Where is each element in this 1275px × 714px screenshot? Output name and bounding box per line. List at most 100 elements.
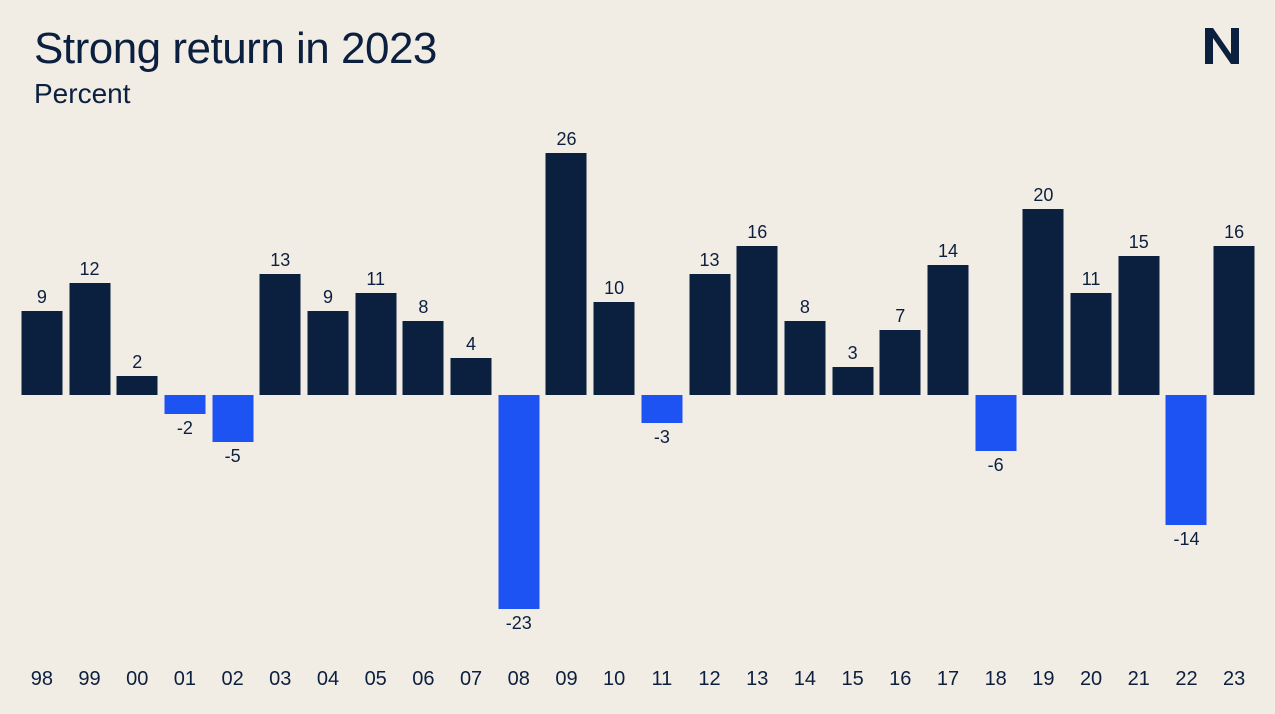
bar-slot: 9 bbox=[304, 140, 352, 650]
bar-slot: 16 bbox=[1210, 140, 1258, 650]
bar-slot: 10 bbox=[590, 140, 638, 650]
bar-slot: -3 bbox=[638, 140, 686, 650]
bar-value-label: 3 bbox=[848, 343, 858, 364]
x-axis-label: 18 bbox=[985, 668, 1007, 691]
bar-value-label: 16 bbox=[1224, 222, 1244, 243]
x-axis-label: 14 bbox=[794, 668, 816, 691]
bar-slot: -2 bbox=[161, 140, 209, 650]
bar-slot: 13 bbox=[686, 140, 734, 650]
bar-slot: 15 bbox=[1115, 140, 1163, 650]
bar-slot: 11 bbox=[1067, 140, 1115, 650]
bar-value-label: 8 bbox=[800, 297, 810, 318]
bar-value-label: 13 bbox=[700, 250, 720, 271]
bar bbox=[403, 321, 444, 395]
bar-value-label: 8 bbox=[418, 297, 428, 318]
bar-slot: -6 bbox=[972, 140, 1020, 650]
bar bbox=[307, 311, 348, 395]
x-axis-label: 98 bbox=[31, 668, 53, 691]
bar bbox=[641, 395, 682, 423]
bar bbox=[212, 395, 253, 442]
bar bbox=[737, 246, 778, 395]
x-axis-label: 22 bbox=[1175, 668, 1197, 691]
bar-value-label: -3 bbox=[654, 427, 670, 448]
bar-slot: 14 bbox=[924, 140, 972, 650]
x-axis-label: 06 bbox=[412, 668, 434, 691]
bar bbox=[1071, 293, 1112, 395]
bar-value-label: 2 bbox=[132, 352, 142, 373]
x-axis-label: 16 bbox=[889, 668, 911, 691]
bar-value-label: 4 bbox=[466, 334, 476, 355]
x-axis-label: 03 bbox=[269, 668, 291, 691]
bar bbox=[927, 265, 968, 395]
bar-value-label: -14 bbox=[1173, 529, 1199, 550]
bar-value-label: 11 bbox=[366, 269, 385, 290]
bar bbox=[1214, 246, 1255, 395]
bar bbox=[784, 321, 825, 395]
chart-subtitle: Percent bbox=[34, 78, 131, 110]
x-axis-label: 99 bbox=[78, 668, 100, 691]
bar-value-label: -5 bbox=[225, 446, 241, 467]
bar-slot: 2 bbox=[113, 140, 161, 650]
x-axis-label: 23 bbox=[1223, 668, 1245, 691]
bar bbox=[355, 293, 396, 395]
bar bbox=[117, 376, 158, 395]
bar-slot: -14 bbox=[1163, 140, 1211, 650]
x-axis-label: 17 bbox=[937, 668, 959, 691]
x-axis-label: 21 bbox=[1128, 668, 1150, 691]
bar-value-label: 15 bbox=[1129, 232, 1149, 253]
x-axis-label: 20 bbox=[1080, 668, 1102, 691]
x-axis-labels: 9899000102030405060708091011121314151617… bbox=[18, 668, 1258, 698]
x-axis-label: 00 bbox=[126, 668, 148, 691]
bar-value-label: 12 bbox=[80, 259, 100, 280]
chart-title: Strong return in 2023 bbox=[34, 24, 437, 74]
x-axis-label: 01 bbox=[174, 668, 196, 691]
bar bbox=[689, 274, 730, 395]
bar-slot: 4 bbox=[447, 140, 495, 650]
brand-logo bbox=[1201, 26, 1241, 66]
bar-value-label: 9 bbox=[323, 287, 333, 308]
bar-value-label: 13 bbox=[270, 250, 290, 271]
bar-value-label: 14 bbox=[938, 241, 958, 262]
bar-slot: 8 bbox=[781, 140, 829, 650]
bar bbox=[832, 367, 873, 395]
bar-slot: 12 bbox=[66, 140, 114, 650]
bar bbox=[1023, 209, 1064, 395]
x-axis-label: 12 bbox=[698, 668, 720, 691]
x-axis-label: 11 bbox=[651, 668, 672, 691]
bar-slot: -23 bbox=[495, 140, 543, 650]
bar-slot: 26 bbox=[543, 140, 591, 650]
bar bbox=[975, 395, 1016, 451]
x-axis-label: 09 bbox=[555, 668, 577, 691]
bar-slot: 7 bbox=[876, 140, 924, 650]
bar-slot: 8 bbox=[400, 140, 448, 650]
bar bbox=[260, 274, 301, 395]
bar-value-label: -2 bbox=[177, 418, 193, 439]
bar bbox=[546, 153, 587, 395]
bar-value-label: 7 bbox=[895, 306, 905, 327]
bar-slot: 16 bbox=[733, 140, 781, 650]
bar-value-label: 20 bbox=[1033, 185, 1053, 206]
x-axis-label: 05 bbox=[365, 668, 387, 691]
bar bbox=[498, 395, 539, 609]
bar bbox=[164, 395, 205, 414]
bar-value-label: 16 bbox=[747, 222, 767, 243]
x-axis-label: 15 bbox=[841, 668, 863, 691]
bar-value-label: 9 bbox=[37, 287, 47, 308]
bar bbox=[451, 358, 492, 395]
returns-bar-chart: 9 12 2 -2 -5 13 9 11 8 4 -232610 -3 13 16 8 3 7 14 -6 20 11 1… bbox=[18, 140, 1258, 650]
x-axis-label: 13 bbox=[746, 668, 768, 691]
bar-slot: -5 bbox=[209, 140, 257, 650]
x-axis-label: 10 bbox=[603, 668, 625, 691]
x-axis-label: 02 bbox=[221, 668, 243, 691]
bar bbox=[880, 330, 921, 395]
bar bbox=[1118, 256, 1159, 396]
x-axis-label: 04 bbox=[317, 668, 339, 691]
bar bbox=[594, 302, 635, 395]
bar bbox=[1166, 395, 1207, 525]
bar bbox=[21, 311, 62, 395]
bar bbox=[69, 283, 110, 395]
bar-value-label: -6 bbox=[988, 455, 1004, 476]
bar-slot: 9 bbox=[18, 140, 66, 650]
x-axis-label: 08 bbox=[508, 668, 530, 691]
bar-slot: 13 bbox=[256, 140, 304, 650]
